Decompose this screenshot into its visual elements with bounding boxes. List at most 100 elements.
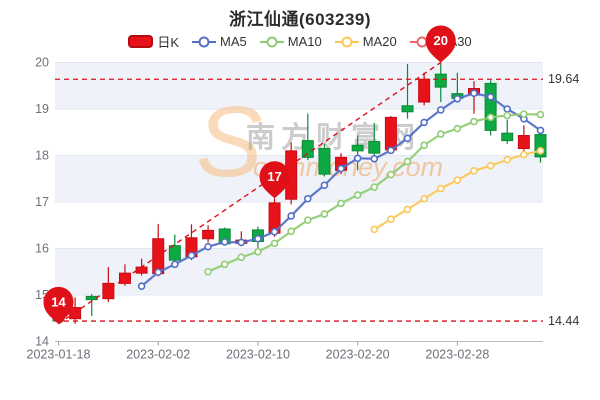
ma20-point	[370, 225, 379, 234]
ma10-point	[287, 227, 295, 236]
ma5-point	[503, 105, 512, 113]
candle-body	[418, 78, 431, 103]
candle-body	[185, 237, 198, 258]
ma20-point	[436, 184, 445, 193]
legend-item-ma10[interactable]: MA10	[259, 34, 322, 49]
ma10-point	[270, 239, 279, 248]
ma5-point	[220, 238, 229, 246]
ma10-point	[237, 253, 246, 262]
ma20-point	[520, 150, 528, 159]
markline-label: 19.64	[548, 72, 579, 86]
ma10-point	[486, 113, 495, 122]
candle-body	[318, 148, 331, 175]
ma5-point	[353, 154, 362, 163]
ma5-point	[453, 94, 462, 103]
ma5-point	[387, 146, 395, 155]
x-axis-label: 2023-02-28	[425, 348, 489, 362]
price-pin-label: 14	[51, 294, 66, 309]
candle-body	[218, 228, 231, 245]
y-axis-label: 15	[35, 288, 49, 302]
ma20-point	[403, 205, 412, 214]
x-axis-label: 2023-02-20	[326, 348, 390, 362]
ma10-point	[436, 130, 445, 138]
candle-body	[102, 282, 115, 300]
candle-body	[69, 307, 82, 320]
ma10-line	[207, 113, 541, 273]
candle-body	[351, 144, 364, 152]
page-title: 浙江仙通(603239)	[228, 10, 372, 29]
ma5-point	[187, 251, 196, 260]
ma5-point	[154, 268, 163, 277]
ma10-point	[503, 111, 512, 120]
legend-label: MA5	[220, 34, 247, 49]
candle-body	[235, 239, 248, 244]
ma10-point	[453, 124, 462, 133]
legend-item-ma5[interactable]: MA5	[192, 34, 247, 49]
ma5-point	[254, 234, 262, 243]
legend-label: 日K	[157, 35, 180, 50]
legend-item-ma30[interactable]: MA30	[409, 34, 472, 49]
candle-body	[85, 295, 98, 301]
ma20-point	[503, 155, 512, 164]
ma5-point	[486, 93, 495, 101]
ma10-point	[204, 267, 212, 276]
y-axis-label: 17	[35, 195, 49, 209]
candle-body	[118, 272, 131, 284]
ma10-point	[220, 260, 229, 269]
price-pin-label: 17	[267, 169, 281, 184]
candle-body	[468, 88, 480, 96]
legend-label: MA20	[362, 34, 397, 49]
ma5-point	[303, 194, 312, 203]
candle-body	[168, 245, 181, 261]
grid-band	[55, 155, 543, 202]
ma5-point	[137, 282, 146, 290]
ma20-line	[373, 149, 541, 231]
y-axis-label: 20	[35, 56, 49, 70]
candle-body	[52, 314, 65, 322]
legend-item-daily-k[interactable]: 日K	[128, 32, 179, 51]
ma10-point	[387, 170, 395, 179]
grid-band	[55, 62, 543, 109]
watermark-s-swoosh: S	[196, 86, 263, 198]
candle-body	[368, 141, 381, 154]
legend-label: MA30	[437, 34, 472, 49]
candle-body	[268, 202, 281, 234]
candle-body	[501, 132, 514, 142]
ma5-point	[420, 118, 428, 127]
ma5-point	[403, 134, 412, 143]
candle-body	[384, 116, 397, 151]
ma5-point	[337, 164, 345, 173]
ma20-point	[536, 147, 545, 155]
y-axis-label: 19	[35, 102, 49, 116]
candle-body	[301, 140, 314, 158]
ma5-point	[436, 106, 445, 114]
ma5-point	[204, 242, 212, 251]
x-axis-label: 2023-01-18	[27, 348, 91, 362]
ma10-point	[370, 183, 379, 191]
ma10-point	[337, 199, 345, 208]
ma10-point	[403, 157, 412, 166]
candlestick-legend-icon	[128, 35, 154, 48]
legend-label: MA10	[287, 34, 322, 49]
candle-body	[285, 150, 298, 200]
legend-item-ma20[interactable]: MA20	[334, 34, 397, 49]
ma10-point	[303, 216, 312, 224]
candle-body	[135, 266, 148, 274]
ma20-point	[470, 167, 478, 175]
y-axis-label: 18	[35, 149, 49, 163]
ma10-point	[320, 210, 329, 218]
price-pin	[259, 161, 290, 199]
ma10-point	[353, 191, 362, 199]
ma5-point	[320, 181, 329, 190]
y-axis-label: 14	[35, 335, 49, 349]
markline-label: 14.44	[548, 314, 579, 328]
ma20-point	[420, 194, 428, 203]
legend: 日K MA5 MA10 MA20	[0, 32, 600, 51]
price-pin	[43, 286, 74, 324]
x-axis-label: 2023-02-02	[126, 348, 190, 362]
line-legend-icon	[409, 36, 434, 47]
ma5-point	[520, 114, 528, 123]
grid-band	[55, 248, 543, 295]
